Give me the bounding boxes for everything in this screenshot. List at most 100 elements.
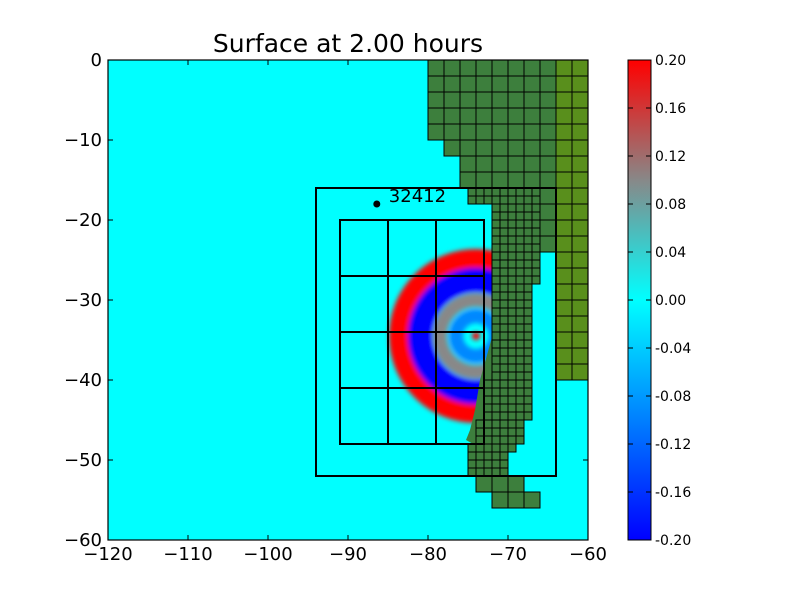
land-cell: [507, 75, 525, 93]
fine-land-cell: [475, 195, 485, 205]
fine-land-cell: [491, 259, 501, 269]
land-cell: [427, 107, 445, 125]
fine-land-cell: [499, 291, 509, 301]
land-cell: [555, 283, 573, 301]
fine-land-cell: [499, 219, 509, 229]
land-cell: [491, 60, 509, 77]
land-cell: [571, 123, 588, 141]
fine-land-cell: [531, 259, 541, 269]
fine-land-cell: [531, 235, 541, 245]
fine-land-cell: [499, 323, 509, 333]
fine-land-cell: [475, 427, 485, 437]
fine-land-cell: [499, 203, 509, 213]
wave-ring: [408, 268, 500, 404]
fine-land-cell: [507, 443, 517, 453]
land-cell: [555, 219, 573, 237]
land-cell: [571, 60, 588, 77]
fine-land-cell: [523, 395, 533, 405]
fine-land-cell: [515, 299, 525, 309]
land-cell: [571, 139, 588, 157]
colorbar-tick-label: 0.00: [655, 293, 686, 309]
land-cell: [555, 251, 573, 269]
fine-land-cell: [499, 267, 509, 277]
fine-land-cell: [515, 227, 525, 237]
land-cell: [555, 107, 573, 125]
fine-land-cell: [531, 227, 541, 237]
fine-land-cell: [491, 203, 501, 213]
land-cell: [523, 491, 541, 509]
fine-land-cell: [531, 251, 541, 261]
land-cell: [443, 139, 461, 157]
fine-land-cell: [523, 259, 533, 269]
fine-land-cell: [507, 219, 517, 229]
fine-land-cell: [507, 347, 517, 357]
fine-land-cell: [507, 187, 517, 197]
fine-land-cell: [523, 315, 533, 325]
fine-land-cell: [515, 347, 525, 357]
land-cell: [443, 91, 461, 109]
colorbar-tick-label: -0.04: [655, 341, 691, 357]
fine-land-cell: [507, 339, 517, 349]
x-tick-label: −60: [569, 544, 607, 565]
fine-land-cell: [499, 259, 509, 269]
fine-land-cell: [531, 267, 541, 277]
fine-land-cell: [515, 267, 525, 277]
land-cell: [571, 267, 588, 285]
fine-land-cell: [507, 403, 517, 413]
land-cell: [475, 475, 493, 493]
land-cell: [523, 155, 541, 173]
fine-land-cell: [499, 467, 509, 477]
land-cell: [539, 60, 557, 77]
fine-land-cell: [523, 187, 533, 197]
land-cell: [555, 75, 573, 93]
land-cell: [523, 123, 541, 141]
wave-ring: [433, 293, 500, 379]
fine-land-cell: [491, 395, 501, 405]
fine-grid: [467, 187, 541, 477]
fine-land-cell: [507, 291, 517, 301]
land-cell: [475, 91, 493, 109]
fine-land-cell: [491, 243, 501, 253]
land-cell: [571, 219, 588, 237]
fine-land-cell: [523, 347, 533, 357]
fine-land-cell: [507, 411, 517, 421]
fine-land-cell: [523, 283, 533, 293]
land-cell: [571, 347, 588, 365]
land-cell: [555, 91, 573, 109]
fine-land-cell: [523, 195, 533, 205]
fine-land-cell: [523, 299, 533, 309]
fine-land-cell: [491, 379, 501, 389]
fine-land-cell: [499, 459, 509, 469]
fine-land-cell: [523, 323, 533, 333]
fine-land-cell: [515, 283, 525, 293]
fine-land-cell: [499, 275, 509, 285]
fine-land-cell: [491, 419, 501, 429]
refinement-box: [315, 187, 557, 477]
land-cell: [555, 123, 573, 141]
land-cell: [507, 123, 525, 141]
land-cell: [539, 187, 557, 205]
land-cell: [555, 235, 573, 253]
gauge-marker: [373, 200, 381, 208]
fine-land-cell: [491, 275, 501, 285]
x-tick-label: −90: [329, 544, 367, 565]
fine-land-cell: [523, 275, 533, 285]
fine-land-cell: [491, 219, 501, 229]
fine-land-cell: [523, 219, 533, 229]
fine-land-cell: [483, 419, 493, 429]
land-cell: [523, 139, 541, 157]
land-cell: [475, 107, 493, 125]
fine-land-cell: [515, 291, 525, 301]
fine-land-cell: [475, 443, 485, 453]
fine-land-cell: [507, 211, 517, 221]
fine-land-cell: [507, 203, 517, 213]
fine-land-cell: [491, 435, 501, 445]
fine-land-cell: [499, 243, 509, 253]
land-cell: [555, 315, 573, 333]
y-tick-label: 0: [91, 50, 102, 71]
fine-land-cell: [507, 427, 517, 437]
fine-land-cell: [515, 435, 525, 445]
land-cell: [475, 60, 493, 77]
colorbar-tick-label: -0.12: [655, 437, 691, 453]
fine-land-cell: [499, 347, 509, 357]
